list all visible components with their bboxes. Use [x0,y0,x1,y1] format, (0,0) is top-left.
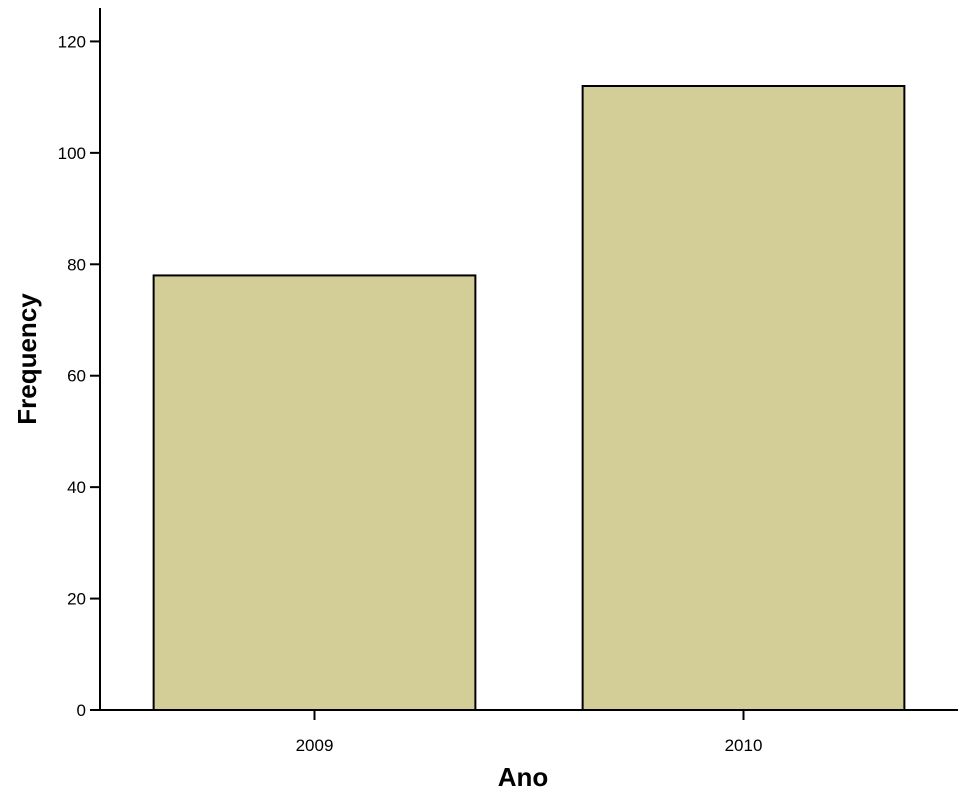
y-tick-label: 20 [67,590,86,609]
y-tick-label: 0 [77,701,86,720]
bar-2010 [581,85,906,711]
y-tick-label: 100 [58,144,86,163]
y-tick-label: 40 [67,478,86,497]
y-tick-label: 80 [67,255,86,274]
y-tick-label: 120 [58,32,86,51]
x-tick-label: 2009 [296,736,334,755]
x-axis-ticks: 2009 2010 [296,710,763,755]
bar-2009 [152,274,477,711]
axes [99,8,958,711]
x-axis-title: Ano [498,762,549,792]
y-axis-ticks: 0 20 40 60 80 100 120 [58,32,100,720]
x-tick-label: 2010 [725,736,763,755]
bars [152,85,906,711]
y-axis-title: Frequency [12,293,42,425]
y-tick-label: 60 [67,367,86,386]
